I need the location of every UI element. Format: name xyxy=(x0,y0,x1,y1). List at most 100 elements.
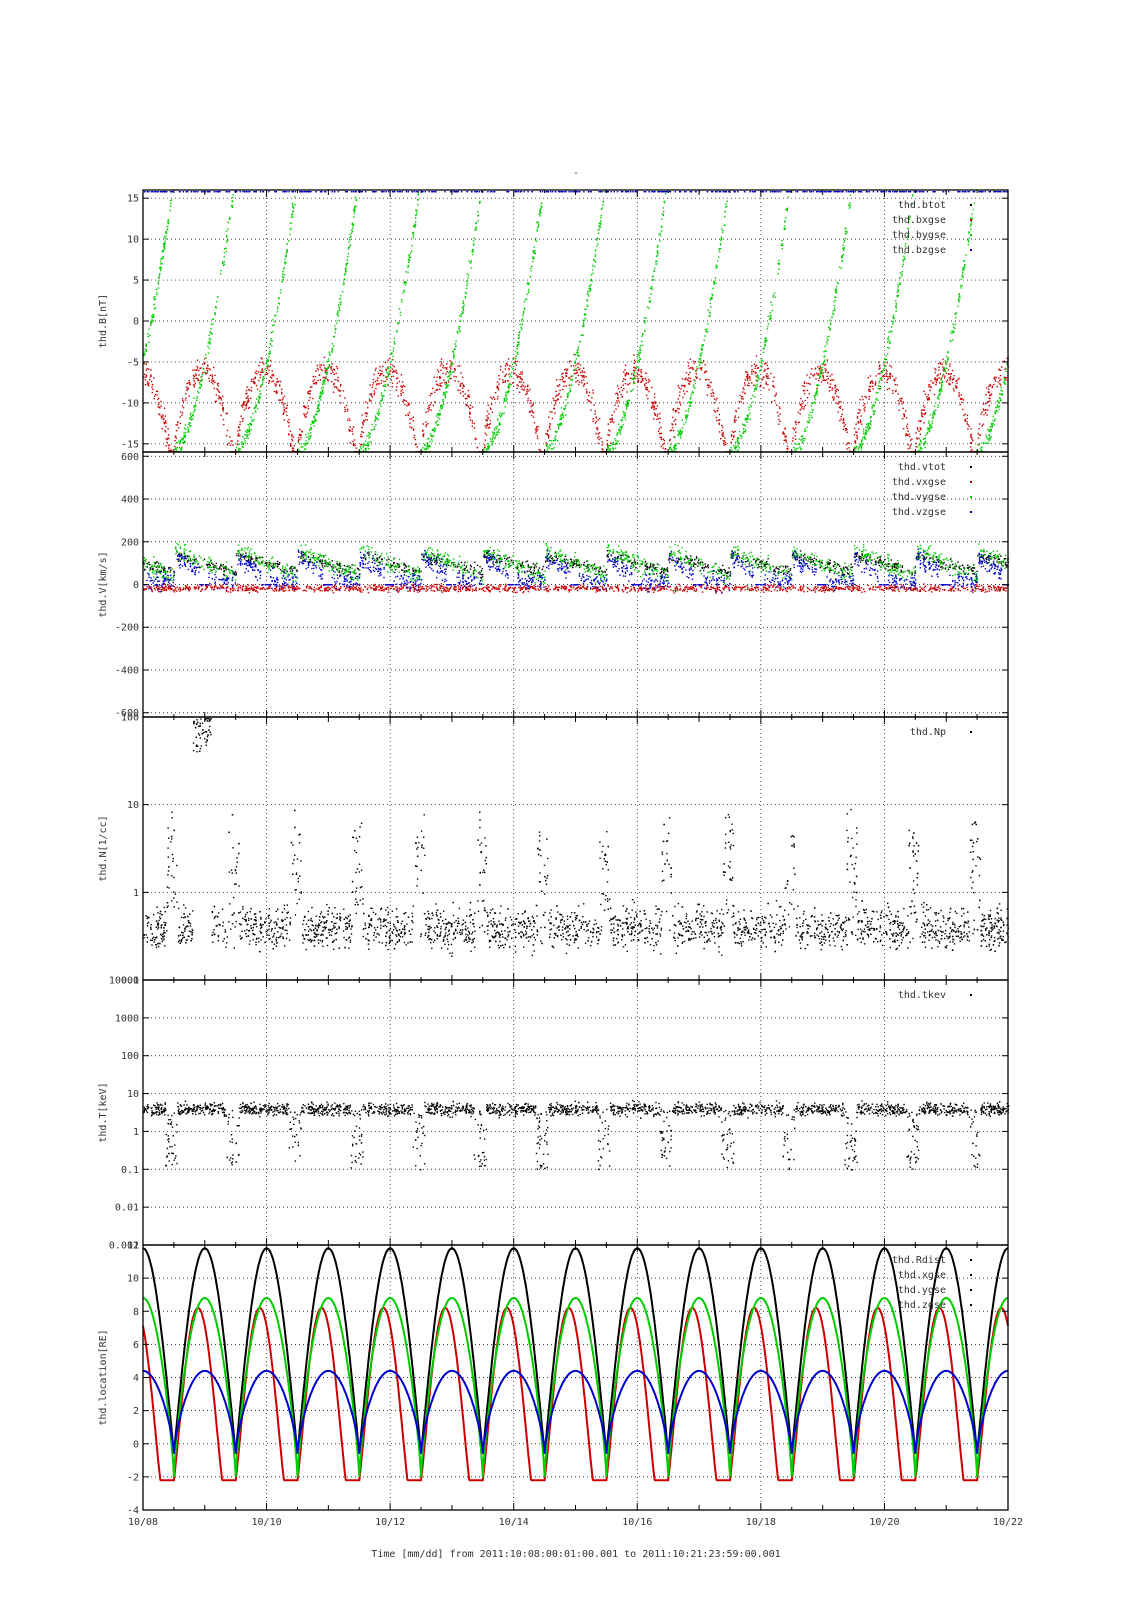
data-point xyxy=(678,394,681,397)
data-point xyxy=(459,385,462,387)
data-point xyxy=(284,258,286,260)
data-point xyxy=(616,402,618,404)
data-point xyxy=(269,343,272,345)
data-point xyxy=(806,389,809,392)
data-point xyxy=(160,263,162,265)
data-point xyxy=(491,411,494,413)
data-point xyxy=(941,384,943,387)
data-point xyxy=(577,362,580,365)
data-point xyxy=(889,373,891,375)
data-point xyxy=(910,444,912,446)
data-point xyxy=(530,399,532,402)
data-point xyxy=(955,311,958,314)
data-point xyxy=(283,408,286,411)
data-point xyxy=(865,191,868,193)
data-point xyxy=(946,355,948,358)
data-point xyxy=(903,257,906,259)
data-point xyxy=(414,224,417,226)
data-point xyxy=(300,437,302,439)
data-point xyxy=(282,278,284,281)
data-point xyxy=(625,374,627,376)
data-point xyxy=(942,369,945,371)
data-point xyxy=(733,431,735,434)
data-point xyxy=(663,439,666,442)
data-point xyxy=(387,368,389,370)
data-point xyxy=(754,372,757,374)
data-point xyxy=(553,407,555,409)
data-point xyxy=(160,259,162,261)
data-point xyxy=(595,420,598,423)
data-point xyxy=(283,268,285,270)
data-point xyxy=(540,205,542,207)
data-point xyxy=(622,380,624,382)
data-point xyxy=(933,410,936,412)
data-point xyxy=(376,417,378,420)
data-point xyxy=(323,356,326,359)
data-point xyxy=(393,366,395,368)
data-point xyxy=(153,191,155,193)
data-point xyxy=(157,280,159,282)
data-point xyxy=(459,389,461,392)
data-point xyxy=(915,446,917,448)
data-point xyxy=(334,325,336,327)
data-point xyxy=(465,403,467,405)
data-point xyxy=(402,400,404,403)
data-point xyxy=(624,375,627,377)
data-point xyxy=(654,414,656,416)
data-point xyxy=(907,232,910,235)
data-point xyxy=(691,391,694,393)
data-point xyxy=(521,379,523,381)
data-point xyxy=(304,405,306,408)
data-point xyxy=(711,298,713,300)
data-point xyxy=(898,277,901,279)
data-point xyxy=(871,380,873,382)
data-point xyxy=(428,408,430,411)
data-point xyxy=(669,447,671,449)
data-point xyxy=(260,357,263,359)
data-point xyxy=(996,385,998,388)
data-point xyxy=(369,436,371,438)
data-point xyxy=(755,379,757,382)
data-point xyxy=(166,225,168,228)
data-point xyxy=(660,445,662,448)
data-point xyxy=(994,376,996,378)
data-point xyxy=(896,384,898,386)
data-point xyxy=(518,336,520,339)
data-point xyxy=(949,379,951,381)
data-point xyxy=(281,391,283,394)
data-point xyxy=(876,397,878,400)
data-point xyxy=(488,423,491,425)
data-point xyxy=(812,191,814,193)
data-point xyxy=(960,398,962,401)
data-point xyxy=(706,328,708,330)
data-point xyxy=(902,263,904,265)
data-point xyxy=(229,217,231,219)
data-point xyxy=(938,382,941,384)
data-point xyxy=(282,404,285,406)
data-point xyxy=(402,391,404,394)
data-point xyxy=(248,433,251,435)
data-point xyxy=(997,402,1000,404)
data-point xyxy=(360,444,362,446)
data-point xyxy=(391,368,393,370)
data-point xyxy=(337,311,339,314)
data-point xyxy=(762,351,765,354)
data-point xyxy=(258,398,260,400)
data-point xyxy=(499,423,501,426)
data-point xyxy=(742,402,745,404)
data-point xyxy=(506,398,508,400)
data-point xyxy=(247,395,249,397)
data-point xyxy=(194,382,196,384)
data-point xyxy=(462,391,464,393)
data-point xyxy=(248,430,250,433)
data-point xyxy=(636,355,638,358)
data-point xyxy=(928,397,930,399)
data-point xyxy=(590,401,592,403)
data-point xyxy=(558,424,560,426)
data-point xyxy=(620,428,622,430)
data-point xyxy=(261,368,263,370)
data-point xyxy=(798,443,800,445)
data-point xyxy=(281,393,283,395)
data-point xyxy=(524,298,527,301)
data-point xyxy=(640,358,642,360)
